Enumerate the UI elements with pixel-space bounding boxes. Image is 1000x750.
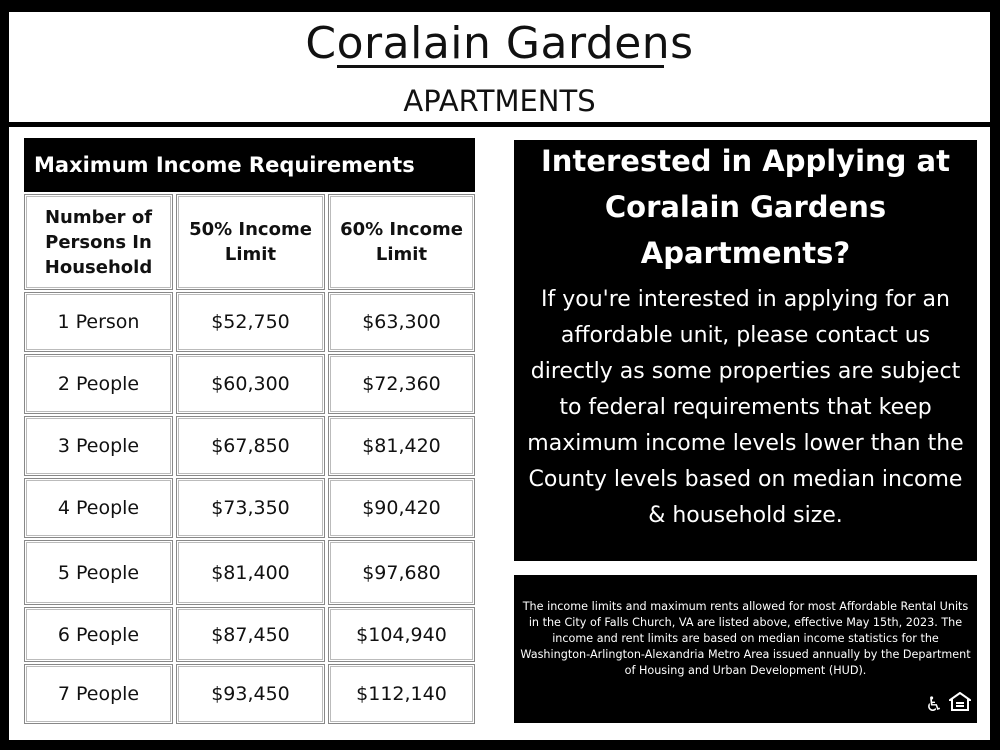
table-row: 3 People $67,850 $81,420: [24, 416, 475, 476]
apply-body: If you're interested in applying for an …: [527, 287, 964, 528]
table-title: Maximum Income Requirements: [24, 138, 475, 192]
table-row: 6 People $87,450 $104,940: [24, 607, 475, 662]
table-header-row: Number of Persons In Household 50% Incom…: [24, 194, 475, 290]
household-size-cell: 7 People: [24, 664, 173, 724]
disclaimer-text: The income limits and maximum rents allo…: [520, 600, 971, 677]
header: Coralain Gardens APARTMENTS: [9, 12, 990, 122]
equal-housing-icon: [946, 691, 974, 717]
column-header: 50% Income Limit: [176, 194, 325, 290]
page-title: Coralain Gardens: [305, 18, 694, 69]
limit-60-cell: $112,140: [328, 664, 475, 724]
title-underline: [337, 65, 664, 68]
household-size-cell: 2 People: [24, 354, 173, 414]
limit-50-cell: $60,300: [176, 354, 325, 414]
column-header: 60% Income Limit: [328, 194, 475, 290]
column-header: Number of Persons In Household: [24, 194, 173, 290]
page-subtitle: APARTMENTS: [403, 84, 596, 118]
limit-50-cell: $87,450: [176, 607, 325, 662]
income-table: Maximum Income Requirements Number of Pe…: [24, 138, 475, 724]
limit-60-cell: $81,420: [328, 416, 475, 476]
limit-60-cell: $63,300: [328, 292, 475, 352]
household-size-cell: 3 People: [24, 416, 173, 476]
limit-60-cell: $90,420: [328, 478, 475, 538]
limit-50-cell: $52,750: [176, 292, 325, 352]
limit-50-cell: $73,350: [176, 478, 325, 538]
limit-60-cell: $104,940: [328, 607, 475, 662]
apply-heading: Interested in Applying at Coralain Garde…: [541, 144, 950, 270]
main-content: Maximum Income Requirements Number of Pe…: [9, 127, 990, 740]
disclaimer-box: The income limits and maximum rents allo…: [514, 575, 977, 723]
limit-50-cell: $93,450: [176, 664, 325, 724]
wheelchair-accessible-icon: ♿: [925, 692, 943, 716]
table-row: 1 Person $52,750 $63,300: [24, 292, 475, 352]
table-row: 7 People $93,450 $112,140: [24, 664, 475, 724]
household-size-cell: 4 People: [24, 478, 173, 538]
limit-50-cell: $81,400: [176, 540, 325, 605]
household-size-cell: 6 People: [24, 607, 173, 662]
household-size-cell: 1 Person: [24, 292, 173, 352]
limit-60-cell: $97,680: [328, 540, 475, 605]
limit-60-cell: $72,360: [328, 354, 475, 414]
table-row: 5 People $81,400 $97,680: [24, 540, 475, 605]
apply-info-box: Interested in Applying at Coralain Garde…: [514, 140, 977, 561]
table-row: 4 People $73,350 $90,420: [24, 478, 475, 538]
household-size-cell: 5 People: [24, 540, 173, 605]
limit-50-cell: $67,850: [176, 416, 325, 476]
table-row: 2 People $60,300 $72,360: [24, 354, 475, 414]
